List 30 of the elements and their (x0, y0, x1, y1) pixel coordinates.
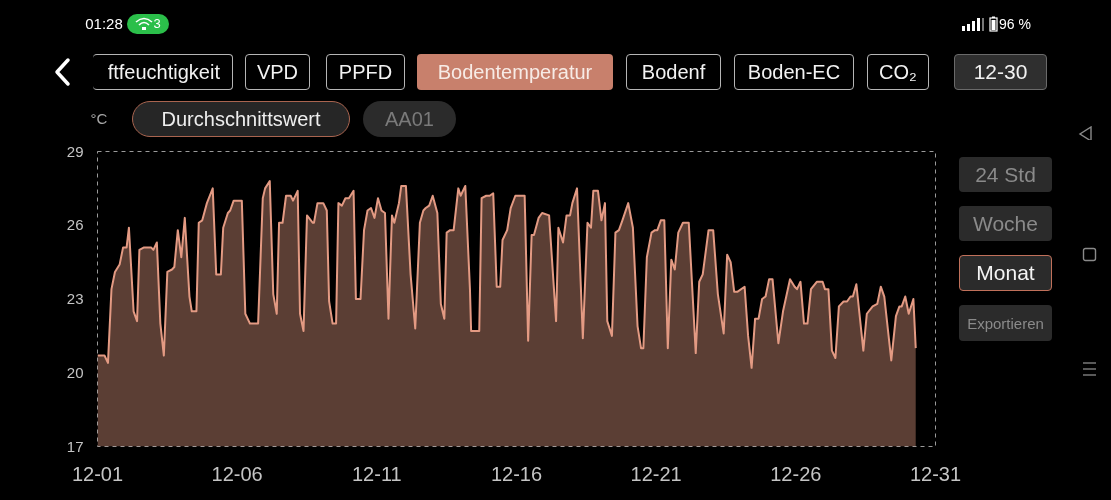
period-button: Woche (959, 206, 1052, 241)
y-tick-label: 23 (66, 290, 84, 307)
period-button: 24 Std (959, 157, 1052, 192)
x-tick-label: 12-21 (630, 462, 682, 485)
text: 96 % (998, 15, 1032, 34)
date-button: 12-30 (954, 54, 1047, 90)
tab: PPFD (326, 54, 405, 90)
x-tick-label: 12-16 (490, 462, 543, 485)
x-tick-label: 12-11 (352, 462, 402, 485)
export-button: Exportieren (959, 305, 1052, 341)
y-tick-label: 17 (66, 437, 84, 455)
tab-selected: Bodentemperatur (417, 54, 613, 90)
x-tick-label: 12-26 (770, 462, 822, 485)
x-tick-label: 12-06 (211, 462, 263, 485)
y-tick-label: 29 (66, 142, 84, 160)
tab: Boden-EC (734, 54, 854, 90)
tab: Bodenf (626, 54, 721, 90)
series-chip: AA01 (363, 101, 456, 137)
y-tick-label: 26 (66, 216, 84, 234)
period-button-selected: Monat (959, 255, 1052, 291)
tab: VPD (245, 54, 310, 90)
y-tick-label: 20 (66, 363, 84, 381)
text: 01:28 (84, 14, 124, 35)
x-tick-label: 12-31 (909, 462, 962, 485)
y-axis-title: °C (89, 109, 109, 130)
series-chip-selected: Durchschnittswert (132, 101, 350, 137)
tab: ftfeuchtigkeit (93, 54, 233, 90)
tab: CO₂ (867, 54, 929, 90)
x-tick-label: 12-01 (71, 462, 124, 485)
text: 3 (152, 14, 162, 33)
